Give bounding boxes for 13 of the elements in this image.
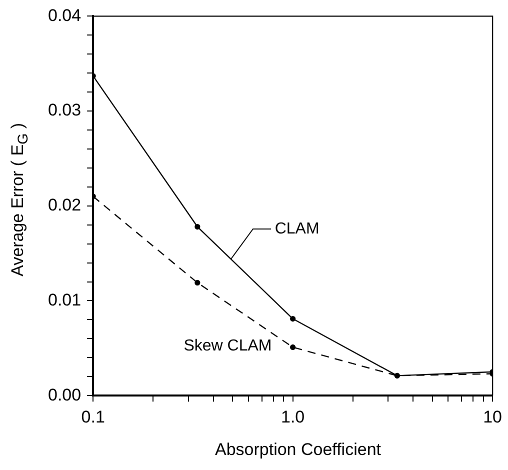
y-tick-label: 0.02: [48, 196, 82, 215]
series-label: Skew CLAM: [184, 338, 272, 355]
x-axis-title: Absorption Coefficient: [214, 440, 382, 460]
point: [290, 316, 296, 322]
y-tick-label: 0.01: [48, 290, 82, 310]
y-tick-label: 0.03: [48, 100, 82, 120]
point: [290, 344, 296, 350]
x-tick-label: 1.0: [280, 407, 305, 426]
x-tick-label: 10: [483, 407, 502, 426]
text: CLAM: [274, 220, 320, 238]
y-tick-label: 0.00: [48, 385, 82, 404]
y-tick-label: 0.04: [48, 6, 82, 25]
x-tick-label: 0.1: [81, 407, 105, 426]
